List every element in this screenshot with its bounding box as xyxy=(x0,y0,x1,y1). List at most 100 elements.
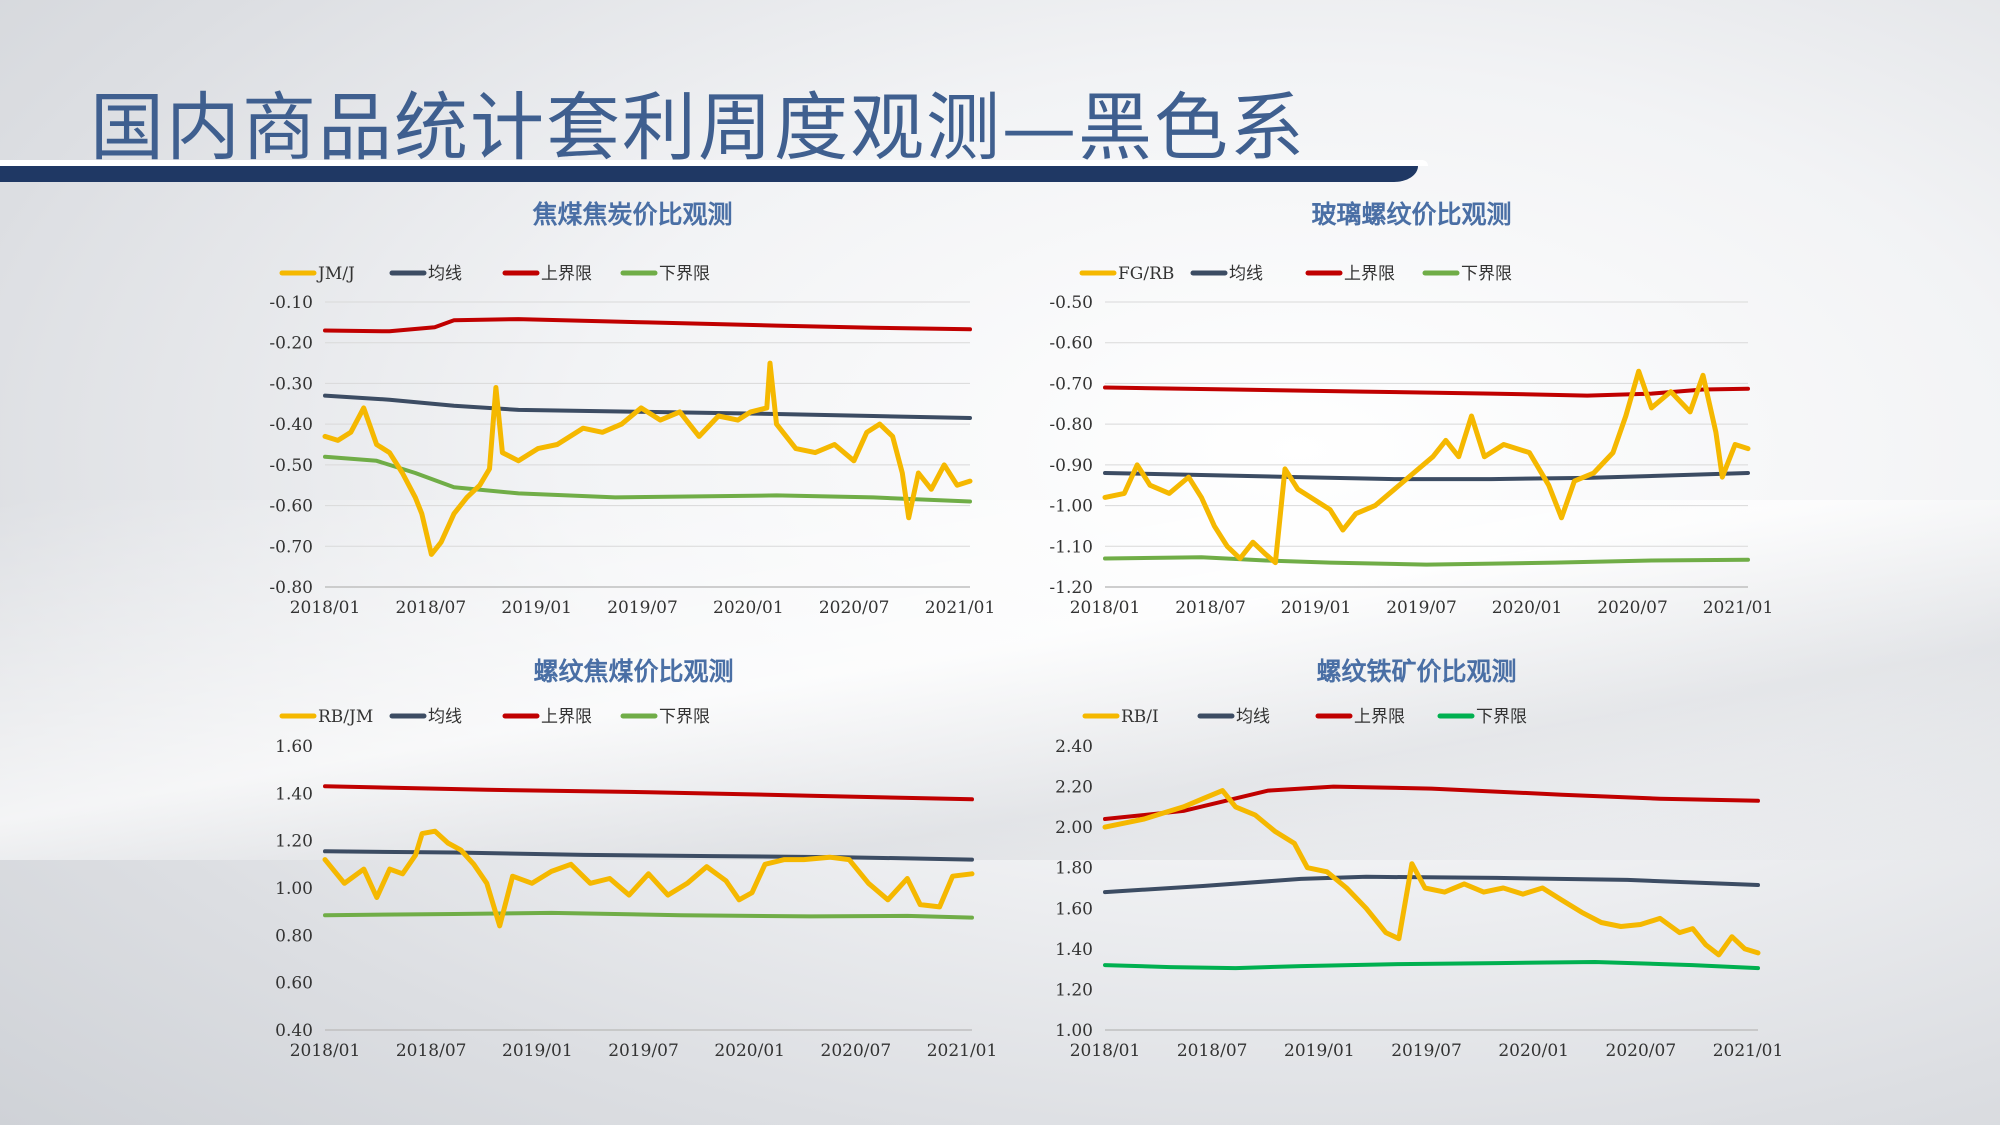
series-line-lower xyxy=(1103,555,1750,567)
y-tick-label: 2.00 xyxy=(1055,818,1093,838)
y-tick-label: -0.50 xyxy=(1049,293,1093,313)
x-tick-label: 2019/01 xyxy=(502,1041,573,1061)
y-tick-label: -1.00 xyxy=(1049,497,1093,517)
y-tick-label: 0.80 xyxy=(275,926,313,946)
x-tick-label: 2019/07 xyxy=(607,598,678,618)
chart-title: 焦煤焦炭价比观测 xyxy=(532,200,732,229)
series-line-mean xyxy=(1103,874,1760,895)
y-tick-label: 2.40 xyxy=(1055,737,1093,757)
legend-label-ratio: RB/I xyxy=(1121,707,1159,727)
series-line-ratio xyxy=(1102,788,1761,958)
y-tick-label: 1.40 xyxy=(275,784,313,804)
legend-label-ratio: FG/RB xyxy=(1118,264,1174,284)
series-line-ratio xyxy=(1102,368,1751,566)
y-tick-label: -0.90 xyxy=(1049,456,1093,476)
x-tick-label: 2020/07 xyxy=(821,1041,892,1061)
chart-title: 玻璃螺纹价比观测 xyxy=(1311,200,1511,229)
x-tick-label: 2018/07 xyxy=(396,598,467,618)
x-tick-label: 2019/07 xyxy=(1386,598,1457,618)
series-line-lower xyxy=(323,454,972,504)
x-tick-label: 2019/01 xyxy=(501,598,572,618)
series-line-upper xyxy=(323,784,974,802)
legend-label-upper: 上界限 xyxy=(1354,707,1405,727)
series-line-upper xyxy=(323,317,972,334)
legend-label-lower: 下界限 xyxy=(1461,264,1512,284)
y-tick-label: 1.00 xyxy=(275,879,313,899)
x-tick-label: 2019/01 xyxy=(1281,598,1352,618)
chart-fg-rb-ratio: 玻璃螺纹价比观测 FG/RB 均线 上界限 下界限 -0.50 -0.60 -0.70 -0.8… xyxy=(1049,200,1774,618)
y-tick-label: 1.40 xyxy=(1055,940,1093,960)
legend-label-upper: 上界限 xyxy=(1344,264,1395,284)
y-tick-label: 1.80 xyxy=(1055,859,1093,879)
y-tick-label: -0.70 xyxy=(269,537,313,557)
y-tick-label: -0.80 xyxy=(1049,415,1093,435)
page-title: 国内商品统计套利周度观测—黑色系 xyxy=(90,85,1306,171)
legend-label-mean: 均线 xyxy=(1229,264,1263,284)
x-tick-label: 2018/01 xyxy=(290,1041,361,1061)
x-tick-label: 2018/07 xyxy=(396,1041,467,1061)
legend-label-ratio: RB/JM xyxy=(318,707,373,727)
y-tick-label: 1.60 xyxy=(1055,899,1093,919)
y-tick-label: 1.60 xyxy=(275,737,313,757)
chart-rb-i-ratio: 螺纹铁矿价比观测 RB/I 均线 上界限 下界限 2.40 2.20 2.00 1.80 1.60… xyxy=(1055,657,1784,1061)
y-tick-label: -1.10 xyxy=(1049,537,1093,557)
legend-label-mean: 均线 xyxy=(1236,707,1270,727)
y-tick-label: 1.00 xyxy=(1055,1021,1093,1041)
chart-jm-j-ratio: 焦煤焦炭价比观测 JM/J 均线 上界限 下界限 -0.10 -0.20 -0.30 -0.40… xyxy=(269,200,996,618)
x-tick-label: 2020/07 xyxy=(1597,598,1668,618)
series-line-upper xyxy=(1103,784,1760,821)
series-line-ratio xyxy=(322,360,973,557)
y-tick-label: -0.50 xyxy=(269,456,313,476)
title-underline-highlight xyxy=(0,160,1428,166)
x-tick-label: 2021/01 xyxy=(927,1041,998,1061)
series-line-lower xyxy=(1103,960,1760,971)
chart-rb-jm-ratio: 螺纹焦煤价比观测 RB/JM 均线 上界限 下界限 1.60 1.40 1.20 1.00 0.8… xyxy=(275,657,998,1061)
y-tick-label: -0.30 xyxy=(269,374,313,394)
y-tick-label: -0.80 xyxy=(269,578,313,598)
x-tick-label: 2021/01 xyxy=(1713,1041,1784,1061)
legend-label-mean: 均线 xyxy=(428,264,462,284)
x-tick-label: 2020/01 xyxy=(713,598,784,618)
y-tick-label: -0.60 xyxy=(1049,334,1093,354)
x-tick-label: 2019/07 xyxy=(1391,1041,1462,1061)
legend-label-lower: 下界限 xyxy=(659,264,710,284)
x-tick-label: 2021/01 xyxy=(1703,598,1774,618)
title-underline-bar xyxy=(0,166,1418,182)
chart-title: 螺纹铁矿价比观测 xyxy=(1316,657,1516,686)
y-tick-label: -0.70 xyxy=(1049,374,1093,394)
y-tick-label: -0.10 xyxy=(269,293,313,313)
x-tick-label: 2021/01 xyxy=(925,598,996,618)
legend-label-mean: 均线 xyxy=(428,707,462,727)
x-tick-label: 2020/01 xyxy=(714,1041,785,1061)
y-tick-label: -0.60 xyxy=(269,497,313,517)
x-tick-label: 2020/07 xyxy=(1606,1041,1677,1061)
y-tick-label: 2.20 xyxy=(1055,778,1093,798)
legend-label-upper: 上界限 xyxy=(541,264,592,284)
x-tick-label: 2018/01 xyxy=(1070,1041,1141,1061)
x-tick-label: 2018/01 xyxy=(1070,598,1141,618)
x-tick-label: 2018/01 xyxy=(290,598,361,618)
series-line-lower xyxy=(323,910,974,920)
series-line-upper xyxy=(1103,385,1750,398)
y-tick-label: 1.20 xyxy=(275,832,313,852)
x-tick-label: 2020/01 xyxy=(1498,1041,1569,1061)
x-tick-label: 2019/07 xyxy=(608,1041,679,1061)
legend-label-upper: 上界限 xyxy=(541,707,592,727)
series-line-ratio xyxy=(322,828,975,929)
legend-label-lower: 下界限 xyxy=(659,707,710,727)
x-tick-label: 2018/07 xyxy=(1177,1041,1248,1061)
series-line-mean xyxy=(323,849,974,862)
chart-title: 螺纹焦煤价比观测 xyxy=(533,657,733,686)
x-tick-label: 2018/07 xyxy=(1175,598,1246,618)
y-tick-label: -0.20 xyxy=(269,334,313,354)
series-line-mean xyxy=(323,393,972,420)
y-tick-label: -0.40 xyxy=(269,415,313,435)
x-tick-label: 2020/01 xyxy=(1492,598,1563,618)
y-tick-label: 0.60 xyxy=(275,974,313,994)
y-tick-label: -1.20 xyxy=(1049,578,1093,598)
x-tick-label: 2020/07 xyxy=(819,598,890,618)
y-tick-label: 1.20 xyxy=(1055,980,1093,1000)
x-tick-label: 2019/01 xyxy=(1284,1041,1355,1061)
series-line-mean xyxy=(1103,471,1750,482)
legend-label-ratio: JM/J xyxy=(316,264,355,284)
